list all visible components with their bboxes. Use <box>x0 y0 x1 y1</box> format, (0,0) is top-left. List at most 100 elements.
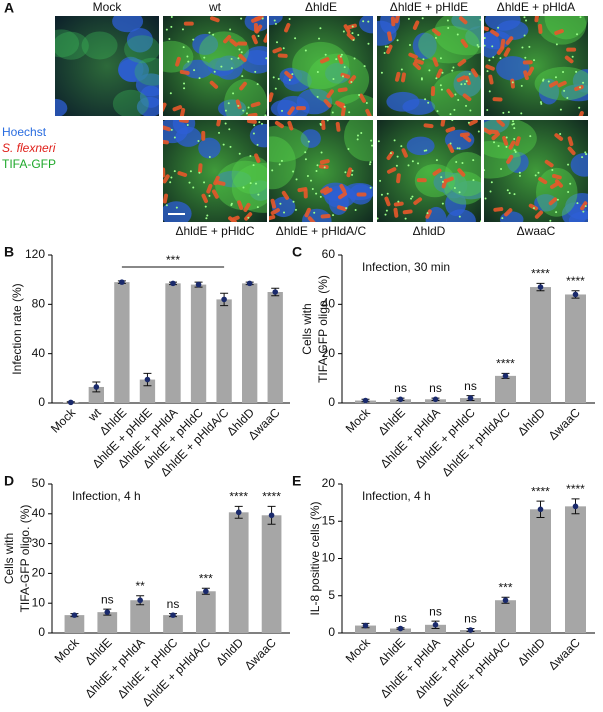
speck <box>237 57 240 60</box>
speck <box>229 28 232 31</box>
bacterium <box>456 75 467 83</box>
speck <box>428 69 431 72</box>
x-tick-label: Mock <box>343 635 374 666</box>
bacterium <box>544 159 554 168</box>
cell <box>535 167 578 217</box>
speck <box>255 182 258 185</box>
speck <box>253 124 256 127</box>
nucleus <box>412 32 437 60</box>
speck <box>491 45 494 48</box>
speck <box>220 65 223 68</box>
cell <box>215 160 267 211</box>
speck <box>256 206 259 209</box>
bacterium <box>506 154 514 164</box>
bacterium <box>534 210 544 219</box>
speck <box>501 217 504 220</box>
speck <box>479 18 481 21</box>
bacterium <box>503 47 511 57</box>
nucleus <box>214 55 244 80</box>
bacterium <box>538 23 543 34</box>
speck <box>508 192 511 195</box>
speck <box>279 202 282 205</box>
mean-dot <box>467 627 474 633</box>
mean-dot <box>203 588 209 595</box>
significance-label: ns <box>101 592 114 606</box>
speck <box>370 139 373 142</box>
nucleus <box>163 201 192 222</box>
bacterium <box>414 58 424 65</box>
bacterium <box>460 38 469 48</box>
bacterium <box>490 29 500 37</box>
bacterium <box>457 58 467 67</box>
y-axis-label: Cells with <box>300 303 314 354</box>
speck <box>212 33 215 36</box>
chart-title: Infection, 30 min <box>362 260 450 274</box>
speck <box>240 17 243 20</box>
bar <box>97 612 118 633</box>
speck <box>319 27 322 30</box>
speck <box>400 68 403 71</box>
micrograph-content <box>163 16 267 116</box>
bacterium <box>468 120 478 126</box>
bacterium <box>400 72 406 83</box>
bar <box>228 512 249 633</box>
speck <box>377 140 380 143</box>
cell <box>292 41 350 90</box>
speck <box>518 171 521 174</box>
speck <box>292 200 295 203</box>
cell <box>124 35 159 64</box>
bacterium <box>250 101 261 108</box>
y-axis-label: Cells with <box>2 533 16 584</box>
bacterium <box>229 38 238 47</box>
micrograph <box>484 16 588 116</box>
speck <box>571 55 574 58</box>
speck <box>537 171 540 174</box>
x-tick-label: ΔhldD <box>515 405 548 438</box>
y-axis-label: Infection rate (%) <box>10 283 24 374</box>
mean-dot <box>221 296 227 303</box>
cell <box>269 136 296 190</box>
bacterium <box>567 146 576 156</box>
speck <box>315 192 318 195</box>
speck <box>169 181 172 184</box>
speck <box>582 81 585 84</box>
bacterium <box>295 106 306 111</box>
bacterium <box>319 159 330 165</box>
speck <box>486 109 489 112</box>
speck <box>165 204 168 207</box>
speck <box>497 26 500 29</box>
micrograph-content <box>484 120 588 222</box>
mean-dot <box>137 597 143 604</box>
bacterium <box>172 105 183 112</box>
speck <box>449 142 452 145</box>
bacterium <box>359 93 366 103</box>
speck <box>343 66 346 69</box>
speck <box>170 16 173 18</box>
speck <box>369 186 372 189</box>
speck <box>203 56 206 59</box>
speck <box>407 17 410 20</box>
y-tick-label: 20 <box>322 476 336 490</box>
speck <box>198 77 201 80</box>
panel-letter: D <box>4 473 14 489</box>
mean-dot <box>268 512 275 519</box>
speck <box>563 89 566 92</box>
speck <box>280 159 283 162</box>
x-tick-label: ΔhldD <box>515 635 548 668</box>
cell <box>434 16 481 56</box>
column-label: wt <box>208 0 222 14</box>
speck <box>230 67 233 70</box>
bar <box>196 591 216 633</box>
speck <box>240 51 243 54</box>
speck <box>423 149 426 152</box>
speck <box>197 140 200 143</box>
speck <box>323 166 326 169</box>
bacterium <box>515 136 521 147</box>
cell <box>112 89 149 116</box>
bacterium <box>277 53 288 58</box>
bacterium <box>387 31 393 42</box>
speck <box>576 33 579 36</box>
speck <box>528 45 531 48</box>
speck <box>511 81 514 84</box>
speck <box>499 57 502 60</box>
